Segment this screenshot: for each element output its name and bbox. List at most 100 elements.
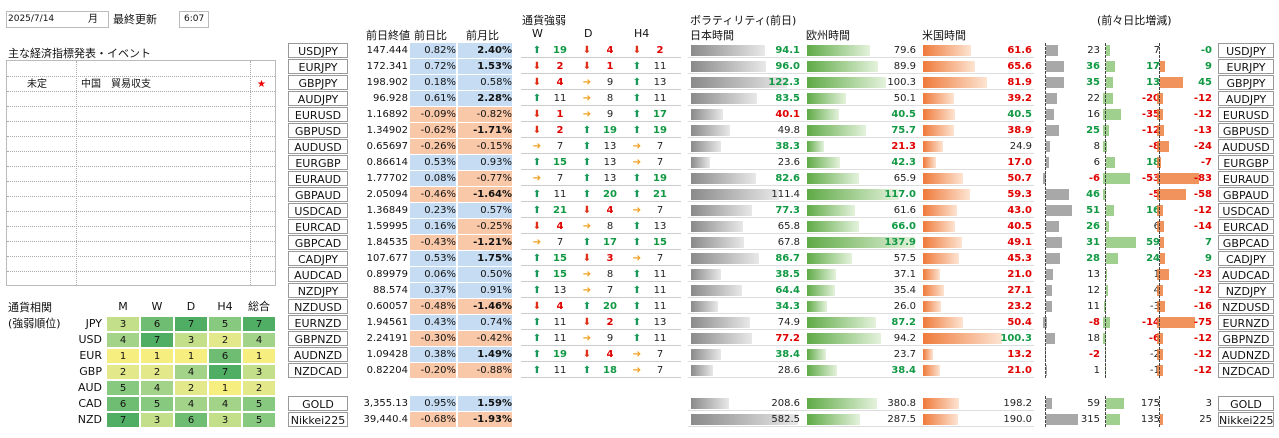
dod-change: 0.23% — [410, 203, 456, 218]
strength-box — [521, 347, 681, 362]
pair-label: USDJPY — [288, 43, 348, 58]
corr-value: 1 — [140, 348, 174, 364]
pair-label-right: CADJPY — [1218, 251, 1274, 266]
change-value-cj: 11 — [1087, 301, 1100, 312]
mom-change: 2.40% — [458, 43, 512, 58]
pair-label: NZDUSD — [288, 299, 348, 314]
vol-row-border — [688, 361, 1034, 362]
strength-arrow-h4: ⬆ — [632, 221, 642, 232]
vol-value-vj: 74.9 — [777, 317, 800, 328]
strength-value-w: 11 — [553, 189, 567, 200]
change-bar-cu — [1157, 221, 1164, 232]
vol-row-border — [688, 73, 1034, 74]
strength-arrow-h4: ⬆ — [632, 317, 642, 328]
change-axis-ce — [1105, 171, 1106, 186]
strength-box — [521, 123, 681, 138]
vol-row-border — [688, 233, 1034, 234]
vol-value-vj: 65.8 — [777, 221, 800, 232]
strength-arrow-w: ➔ — [532, 173, 542, 184]
vol-bar-vj — [691, 205, 752, 216]
change-value-cj: 12 — [1087, 285, 1100, 296]
pair-label: Nikkei225 — [288, 412, 348, 427]
vol-bar-vj — [691, 317, 750, 328]
vol-bar-ve — [807, 205, 855, 216]
vol-value-vj: 67.8 — [777, 237, 800, 248]
strength-box — [521, 59, 681, 74]
corr-value: 6 — [140, 316, 174, 332]
pair-label-right: AUDCAD — [1218, 267, 1274, 282]
strength-arrow-h4: ⬆ — [632, 189, 642, 200]
vol-value-vu: 39.2 — [1007, 93, 1032, 104]
corr-value: 1 — [242, 348, 276, 364]
strength-arrow-h4: ➔ — [632, 253, 642, 264]
change-bar-cu — [1157, 125, 1164, 136]
change-value-cu: 45 — [1198, 77, 1212, 88]
change-axis-cu — [1159, 315, 1160, 330]
corr-value: 2 — [174, 380, 208, 396]
vol-value-vj: 38.3 — [775, 141, 800, 152]
vol-bar-vu — [923, 157, 936, 168]
strength-arrow-d: ➔ — [582, 93, 592, 104]
change-value-cj: -2 — [1088, 349, 1100, 360]
change-axis-cu — [1159, 155, 1160, 170]
vol-bar-vu — [923, 125, 954, 136]
change-value-cj: 18 — [1087, 333, 1100, 344]
strength-arrow-w: ⬇ — [532, 109, 542, 120]
corr-value: 5 — [242, 412, 276, 428]
vol-bar-vu — [923, 301, 941, 312]
vol-bar-vj — [691, 77, 787, 88]
vol-row-border — [688, 297, 1034, 298]
vol-bar-vu — [923, 141, 943, 152]
event-row — [7, 91, 275, 92]
change-bar-ce — [1103, 125, 1109, 136]
strength-value-d: 13 — [603, 173, 617, 184]
change-value-ce: 6 — [1104, 219, 1162, 234]
change-bar-cj — [1046, 333, 1055, 344]
change-bar-cj — [1046, 45, 1058, 56]
strength-value-w: 13 — [553, 285, 567, 296]
change-axis-cu — [1159, 75, 1160, 90]
change-bar-cu — [1157, 285, 1163, 296]
change-bar-cu — [1157, 317, 1195, 328]
corr-value: 7 — [140, 332, 174, 348]
change-value-ce: -20 — [1141, 93, 1160, 104]
strength-value-h4: 11 — [653, 285, 667, 296]
prev-close: 0.86614 — [366, 157, 408, 168]
corr-value: 2 — [242, 380, 276, 396]
vol-row-border — [688, 121, 1034, 122]
dod-change: 0.72% — [410, 59, 456, 74]
strength-arrow-d: ➔ — [582, 285, 592, 296]
strength-value-h4: 7 — [656, 365, 664, 376]
pair-label: EURCAD — [288, 219, 348, 234]
strength-arrow-d: ⬆ — [582, 141, 592, 152]
strength-value-d: 7 — [606, 285, 614, 296]
strength-value-h4: 19 — [653, 125, 667, 136]
change-value-ce: 13 — [1146, 77, 1160, 88]
vol-value-vu: 59.3 — [1007, 189, 1032, 200]
vol-value-vu: 24.9 — [1009, 141, 1032, 152]
event-row — [7, 166, 275, 167]
strength-box — [521, 315, 681, 330]
corr-value: 6 — [208, 348, 242, 364]
dod-change: 0.16% — [410, 219, 456, 234]
change-axis-cu — [1159, 187, 1160, 202]
change-value-cu: -23 — [1193, 269, 1212, 280]
change-bar-cj — [1046, 77, 1064, 88]
change-axis-cj — [1045, 347, 1046, 362]
pair-label-right: AUDJPY — [1218, 91, 1274, 106]
strength-box — [521, 139, 681, 154]
prev-close: 0.89979 — [366, 269, 408, 280]
strength-value-h4: 11 — [653, 61, 667, 72]
change-bar-ce — [1106, 269, 1107, 280]
vol-value-ve: 26.0 — [893, 301, 916, 312]
pair-label-right: EURCAD — [1218, 219, 1274, 234]
strength-value-h4: 7 — [656, 157, 664, 168]
change-axis-cu — [1159, 123, 1160, 138]
change-value-ce: 7 — [1153, 45, 1160, 56]
strength-arrow-d: ⬆ — [582, 157, 592, 168]
vol-bar-vu — [923, 109, 955, 120]
vol-value-vj: 77.2 — [775, 333, 800, 344]
events-title: 主な経済指標発表・イベント — [8, 47, 151, 60]
mom-change: 0.74% — [458, 315, 512, 330]
strength-box — [521, 203, 681, 218]
